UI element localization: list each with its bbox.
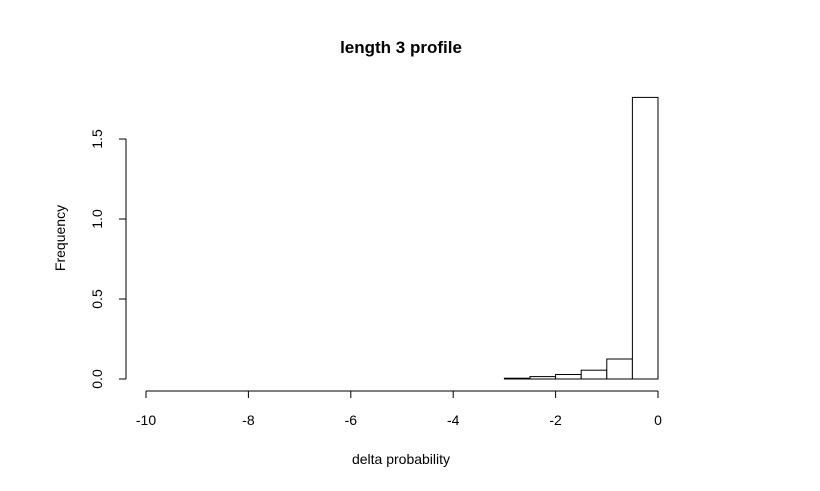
x-tick-label: -6 bbox=[345, 412, 358, 428]
histogram-bar bbox=[503, 377, 531, 380]
chart-title: length 3 profile bbox=[340, 38, 462, 57]
x-tick-label: 0 bbox=[654, 412, 662, 428]
x-tick-label: -2 bbox=[549, 412, 562, 428]
y-tick-label: 1.0 bbox=[89, 209, 105, 229]
y-axis: 0.0 0.5 1.0 1.5 bbox=[89, 129, 127, 389]
y-tick-label: 1.5 bbox=[89, 129, 105, 149]
y-axis-label: Frequency bbox=[52, 205, 68, 271]
x-tick-label: -4 bbox=[447, 412, 460, 428]
histogram-bar bbox=[606, 358, 633, 380]
x-tick-label: -8 bbox=[242, 412, 255, 428]
x-axis: -10 -8 -6 -4 -2 0 bbox=[136, 390, 662, 428]
x-tick-label: -10 bbox=[136, 412, 156, 428]
histogram-bar bbox=[580, 369, 608, 380]
x-axis-label: delta probability bbox=[352, 451, 450, 467]
histogram-bar bbox=[555, 374, 582, 380]
histogram-bar bbox=[529, 376, 557, 380]
histogram-bar bbox=[631, 96, 659, 380]
y-tick-label: 0.0 bbox=[89, 369, 105, 389]
y-tick-label: 0.5 bbox=[89, 289, 105, 309]
bars-group bbox=[503, 96, 659, 380]
